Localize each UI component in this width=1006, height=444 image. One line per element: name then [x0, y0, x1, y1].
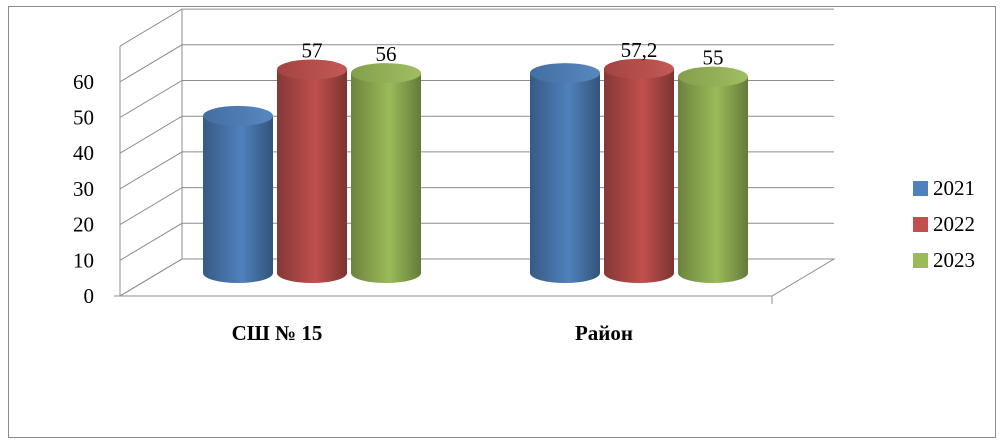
bar-СШ № 15-2021 [203, 105, 273, 283]
y-tick-label: 20 [73, 213, 94, 237]
bar-Район-2021 [530, 63, 600, 283]
legend-swatch [913, 180, 928, 196]
gridline [119, 44, 834, 83]
data-label: 57 [302, 39, 323, 63]
y-axis-ticks: 0 10 20 30 40 50 60 [73, 70, 94, 308]
y-tick-label: 60 [73, 70, 94, 94]
y-tick-label: 30 [73, 177, 94, 201]
legend-item: 2022 [913, 206, 975, 242]
legend-label: 2023 [933, 247, 975, 272]
y-tick-label: 0 [84, 284, 95, 308]
bar-Район-2022 [604, 58, 674, 284]
category-label: Район [575, 321, 633, 345]
legend-swatch [913, 252, 928, 268]
category-label: СШ № 15 [232, 321, 323, 345]
legend-label: 2021 [933, 175, 975, 200]
legend-swatch [913, 216, 928, 232]
data-labels: 57 56 57,2 55 [302, 38, 724, 70]
y-tick-label: 40 [73, 141, 94, 165]
chart-frame [8, 6, 996, 438]
y-tick-label: 10 [73, 248, 94, 272]
data-label: 55 [703, 46, 724, 70]
data-label: 56 [376, 42, 397, 66]
legend: 2021 2022 2023 [913, 170, 975, 278]
bar-Район-2023 [678, 66, 748, 284]
legend-item: 2021 [913, 170, 975, 206]
bars [203, 58, 748, 284]
y-tick-label: 50 [73, 106, 94, 130]
legend-label: 2022 [933, 211, 975, 236]
gridline [119, 8, 834, 47]
bar-СШ № 15-2022 [277, 59, 347, 283]
category-labels: СШ № 15 Район [232, 321, 633, 345]
legend-item: 2023 [913, 242, 975, 278]
bar-СШ № 15-2023 [351, 63, 421, 283]
data-label: 57,2 [621, 38, 658, 62]
